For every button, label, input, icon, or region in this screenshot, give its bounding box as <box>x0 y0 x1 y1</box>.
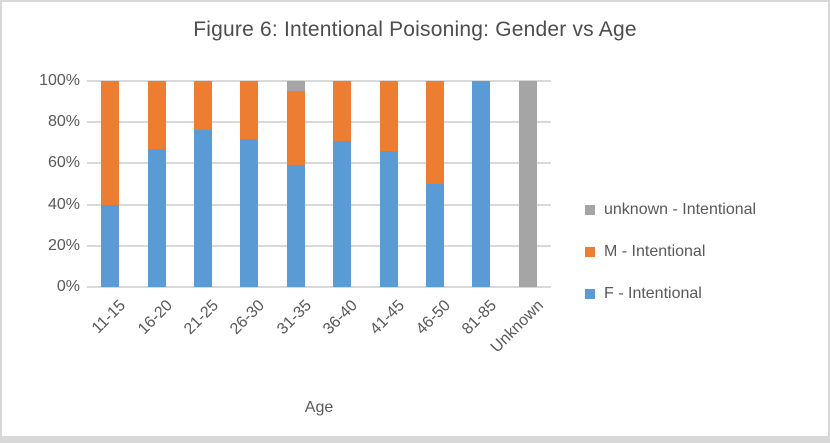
bar-segment-M-26-30 <box>240 81 259 139</box>
legend-swatch-icon <box>585 247 595 257</box>
plot-area <box>87 80 551 288</box>
gridline-0% <box>87 286 551 288</box>
gridline-60% <box>87 162 551 165</box>
y-tick-100%: 100% <box>39 72 80 89</box>
legend-swatch-icon <box>585 289 595 299</box>
legend-label: unknown - Intentional <box>604 201 757 218</box>
bar-segment-M-21-25 <box>194 81 212 131</box>
bar-segment-F-41-45 <box>379 151 398 287</box>
bar-41-45 <box>379 81 398 287</box>
bar-46-50 <box>426 81 444 287</box>
bar-16-20 <box>147 81 166 287</box>
gridline-40% <box>87 203 551 206</box>
legend: unknown - Intentional M - Intentional F - … <box>585 200 756 326</box>
y-tick-60%: 60% <box>47 154 80 172</box>
bar-81-85 <box>472 81 491 287</box>
bar-segment-F-16-20 <box>147 148 166 287</box>
gridline-20% <box>87 244 551 247</box>
bar-segment-F-36-40 <box>333 140 352 287</box>
x-axis-title: Age <box>304 399 334 416</box>
bar-segment-unknown-31-35 <box>286 81 305 92</box>
legend-item-unknown: unknown - Intentional <box>585 200 756 220</box>
legend-label: F - Intentional <box>604 285 702 302</box>
bar-segment-M-36-40 <box>333 81 352 141</box>
bar-segment-M-16-20 <box>147 81 166 149</box>
bar-11-15 <box>101 81 120 287</box>
bar-segment-M-11-15 <box>101 81 120 205</box>
y-tick-0%: 0% <box>56 278 80 295</box>
bar-segment-M-46-50 <box>426 81 444 184</box>
bar-31-35 <box>286 81 305 287</box>
y-tick-20%: 20% <box>47 236 80 254</box>
bar-segment-M-41-45 <box>379 81 398 152</box>
bar-21-25 <box>194 81 212 287</box>
legend-swatch-icon <box>585 205 595 215</box>
bar-26-30 <box>240 81 259 287</box>
bar-segment-F-46-50 <box>426 184 444 287</box>
legend-label: M - Intentional <box>604 243 706 260</box>
bar-segment-F-81-85 <box>472 81 491 287</box>
y-tick-80%: 80% <box>47 113 80 131</box>
y-tick-40%: 40% <box>47 195 80 213</box>
gridline-100% <box>87 80 551 82</box>
bar-segment-F-21-25 <box>194 130 212 287</box>
bar-Unknown <box>518 81 537 287</box>
legend-item-M: M - Intentional <box>585 242 756 262</box>
legend-item-F: F - Intentional <box>585 284 756 304</box>
gridline-80% <box>87 121 551 124</box>
chart-title: Figure 6: Intentional Poisoning: Gender … <box>193 18 637 41</box>
bar-segment-F-26-30 <box>240 138 259 287</box>
bar-36-40 <box>333 81 352 287</box>
bar-segment-M-31-35 <box>286 91 305 166</box>
bar-segment-F-31-35 <box>286 165 305 287</box>
bar-segment-unknown-Unknown <box>518 81 537 287</box>
bar-segment-F-11-15 <box>101 204 120 287</box>
